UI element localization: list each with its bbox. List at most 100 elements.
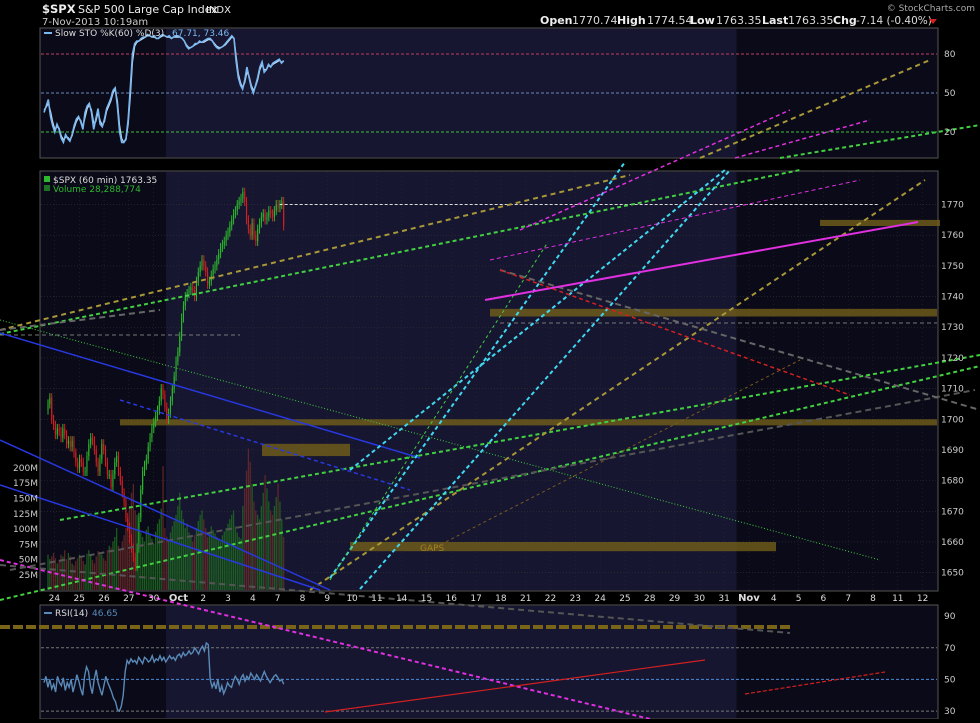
date-tick-label: 29: [669, 594, 681, 604]
date-tick-label: 31: [718, 594, 729, 604]
candle-body: [64, 428, 66, 435]
candle-body: [203, 259, 205, 266]
volume-bar: [227, 523, 229, 590]
exchange-label: INDX: [206, 5, 231, 16]
candle-body: [69, 440, 71, 447]
price-legend: $SPX (60 min) 1763.35 Volume 28,288,774: [44, 176, 157, 195]
volume-bar: [283, 536, 285, 590]
candle-body: [260, 216, 262, 223]
volume-bar: [75, 560, 77, 590]
rsi-line: [43, 641, 285, 713]
volume-bar: [188, 532, 190, 590]
volume-bar: [132, 483, 135, 590]
price-tick-label: 1750: [941, 262, 964, 272]
volume-bar: [69, 556, 71, 590]
volume-bar: [145, 529, 147, 590]
date-tick-label: Nov: [738, 593, 760, 604]
date-tick-label: 4: [250, 594, 256, 604]
candlesticks: [47, 187, 878, 572]
candle-body: [249, 229, 251, 236]
candle-body: [130, 538, 133, 549]
candle-body: [103, 443, 105, 450]
candle-body: [231, 219, 233, 227]
price-tick-label: 1660: [941, 538, 964, 548]
volume-bar: [106, 550, 109, 590]
date-tick-label: 11: [371, 594, 382, 604]
price-legend-text: $SPX (60 min) 1763.35: [53, 176, 157, 186]
volume-bar: [179, 492, 181, 590]
date-tick-label: 14: [396, 594, 408, 604]
candle-body: [279, 204, 281, 208]
symbol-label: $SPX: [42, 2, 76, 16]
candle-body: [168, 413, 170, 420]
axes: 2050801650166016701680169017001710172017…: [13, 50, 964, 717]
candle-body: [255, 235, 257, 242]
candle-body: [190, 287, 192, 291]
date-tick-label: 17: [470, 594, 481, 604]
volume-bar: [164, 528, 166, 590]
cyan-channel-line: [349, 169, 726, 471]
volume-bar: [52, 552, 55, 590]
green-trendline: [0, 319, 881, 561]
rsi-tick-label: 30: [944, 707, 956, 717]
volume-bar: [253, 501, 255, 590]
volume-bar: [65, 559, 68, 590]
price-legend-swatch: [44, 176, 50, 182]
date-tick-label: 30: [148, 594, 160, 604]
volume-bar: [108, 545, 110, 590]
candle-body: [73, 440, 75, 454]
volume-bar: [192, 541, 194, 590]
olive-trendline: [0, 174, 631, 331]
date-tick-label: 3: [225, 594, 231, 604]
volume-bar: [271, 514, 274, 590]
date-tick-label: 8: [300, 594, 306, 604]
volume-bar: [177, 505, 179, 590]
volume-bar: [218, 538, 220, 590]
blue-channel-line: [119, 399, 411, 491]
grid-lines: [41, 172, 937, 590]
blue-channel-line: [0, 332, 421, 459]
gaps-annotation: GAPS: [420, 544, 445, 554]
volume-bar: [140, 532, 142, 590]
support-zone: [350, 541, 776, 552]
volume-bar: [162, 466, 164, 590]
date-tick-label: 25: [73, 594, 84, 604]
candle-body: [121, 480, 123, 493]
volume-bar: [97, 551, 99, 590]
candle-body: [90, 437, 92, 444]
chg-value: -7.14 (-0.40%): [856, 15, 932, 27]
candle-body: [184, 296, 186, 306]
volume-bar: [169, 532, 172, 590]
candle-body: [212, 268, 214, 276]
candle-body: [281, 201, 283, 205]
rsi-tick-label: 90: [944, 612, 956, 622]
candle-body: [117, 456, 120, 472]
volume-bar: [95, 556, 97, 590]
date-tick-label: 7: [845, 594, 851, 604]
volume-bar: [73, 565, 75, 590]
candle-body: [149, 437, 151, 447]
date-tick-label: 15: [421, 594, 432, 604]
date-tick-label: 25: [619, 594, 630, 604]
price-tick-label: 1670: [941, 507, 964, 517]
volume-bar: [116, 528, 118, 590]
price-tick-label: 1740: [941, 293, 964, 303]
candle-body: [247, 219, 249, 230]
candle-body: [251, 222, 253, 236]
date-tick-label: 30: [694, 594, 706, 604]
candle-body: [234, 210, 236, 214]
candle-body: [54, 425, 56, 435]
candle-body: [181, 318, 183, 337]
candle-body: [53, 419, 55, 426]
volume-bar: [67, 552, 70, 590]
green-trendline: [329, 241, 549, 581]
volume-bar: [186, 523, 188, 590]
volume-bar: [193, 535, 196, 590]
index-name: S&P 500 Large Cap Index: [78, 3, 218, 16]
candle-body: [142, 471, 144, 490]
support-zone: [820, 219, 940, 227]
chart-date: 7-Nov-2013 10:19am: [42, 17, 148, 28]
date-tick-label: 21: [520, 594, 531, 604]
volume-bar: [78, 554, 81, 590]
